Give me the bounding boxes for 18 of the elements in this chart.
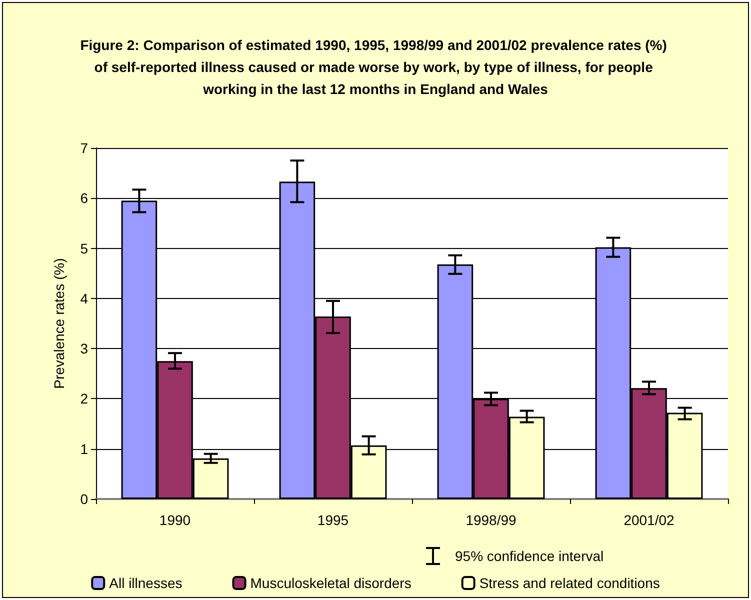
y-tick-label: 4 [80, 290, 88, 306]
chart-title: Figure 2: Comparison of estimated 1990, 1995, 1998/99 and 2001/02 prevalence rates (%) of self-reported illness caused or made worse by work, by type of illness, for people working in the last 12 months in England and Wales [80, 37, 671, 97]
x-tick-label: 1990 [159, 512, 191, 528]
legend-label: All illnesses [109, 575, 182, 591]
y-tick-label: 7 [80, 140, 88, 156]
text: 95% confidence interval [455, 548, 604, 564]
y-tick-label: 5 [80, 240, 88, 256]
y-tick-label: 2 [80, 390, 88, 407]
x-tick-label: 2001/02 [624, 512, 675, 528]
legend-label: Stress and related conditions [479, 575, 660, 591]
y-tick-label: 6 [80, 190, 88, 206]
y-tick-label: 3 [80, 340, 88, 357]
legend-label: Musculoskeletal disorders [250, 575, 412, 591]
y-axis-title: Prevalence rates (%) [51, 258, 67, 389]
x-tick-label: 1995 [317, 512, 349, 528]
y-tick-label: 0 [80, 491, 88, 507]
x-tick-label: 1998/99 [466, 512, 517, 528]
y-tick-label: 1 [80, 440, 88, 457]
